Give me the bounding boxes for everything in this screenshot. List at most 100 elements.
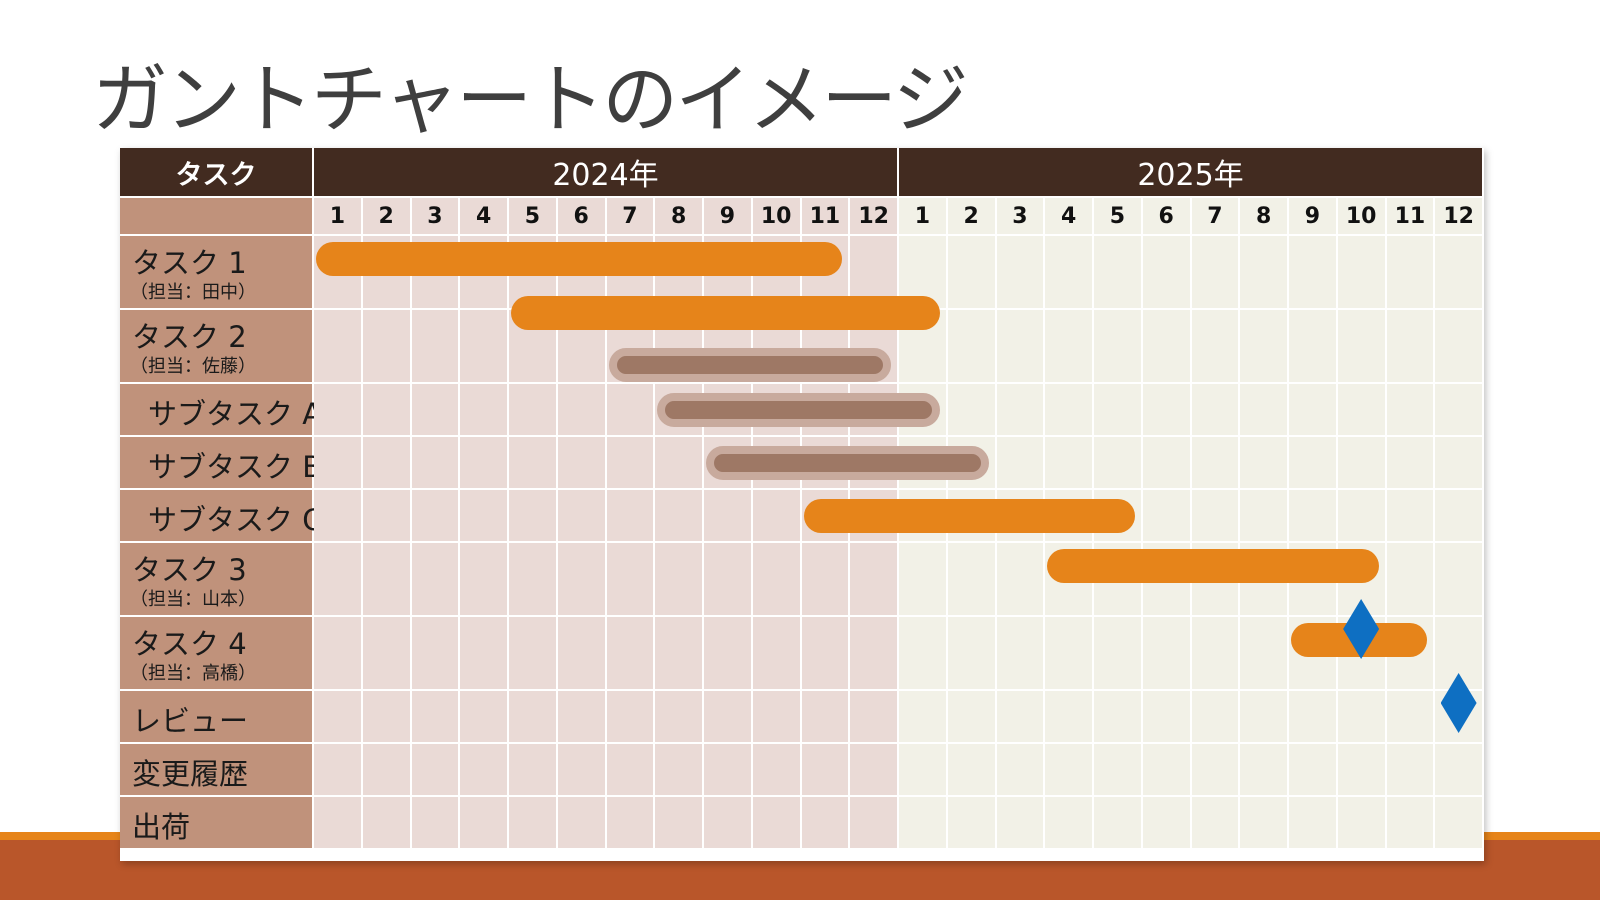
grid-cell — [996, 691, 1044, 742]
grid-cell — [1386, 797, 1434, 848]
grid-cell — [1240, 490, 1287, 541]
task-name: 出荷 — [132, 809, 191, 844]
grid-cell — [557, 543, 605, 615]
grid-cell — [947, 384, 995, 435]
task-row-label: タスク 4 （担当：高橋） — [120, 617, 312, 689]
month-header: 7 — [606, 198, 654, 234]
grid-cell — [1191, 384, 1239, 435]
grid-cell — [1337, 384, 1385, 435]
grid-cell — [509, 490, 556, 541]
grid-cell — [1142, 617, 1190, 689]
gantt-bar-3 — [608, 348, 891, 382]
grid-cell — [314, 490, 361, 541]
grid-cell — [1240, 744, 1287, 795]
grid-cell — [460, 744, 507, 795]
grid-cell — [655, 543, 702, 615]
grid-cell — [1386, 490, 1434, 541]
grid-cell — [1337, 744, 1385, 795]
grid-cell — [850, 617, 897, 689]
grid-cell — [850, 543, 897, 615]
grid-cell — [411, 490, 459, 541]
grid-cell — [899, 744, 946, 795]
grid-cell — [606, 490, 654, 541]
grid-cell — [1289, 490, 1336, 541]
grid-cell — [1191, 490, 1239, 541]
grid-cell — [1435, 490, 1482, 541]
grid-cell — [557, 490, 605, 541]
grid-cell — [362, 744, 410, 795]
task-row-label: 出荷 — [120, 797, 312, 848]
grid-cell — [655, 691, 702, 742]
grid-cell — [899, 543, 946, 615]
grid-cell — [1045, 691, 1092, 742]
grid-cell — [509, 691, 556, 742]
grid-cell — [655, 744, 702, 795]
gantt-bar-2 — [511, 296, 940, 330]
grid-cell — [1289, 310, 1336, 382]
grid-cell — [1191, 744, 1239, 795]
grid-cell — [1386, 310, 1434, 382]
task-row-label: 変更履歴 — [120, 744, 312, 795]
month-header: 11 — [1386, 198, 1434, 234]
grid-cell — [947, 543, 995, 615]
grid-cell — [314, 543, 361, 615]
grid-cell — [947, 744, 995, 795]
task-row-label: タスク 2 （担当：佐藤） — [120, 310, 312, 382]
grid-cell — [752, 617, 800, 689]
grid-cell — [1142, 437, 1190, 488]
grid-cell — [704, 617, 751, 689]
grid-cell — [606, 691, 654, 742]
grid-cell — [1435, 384, 1482, 435]
grid-cell — [704, 490, 751, 541]
grid-cell — [996, 797, 1044, 848]
grid-cell — [850, 797, 897, 848]
task-row-label: サブタスク A — [120, 384, 322, 435]
grid-cell — [509, 543, 556, 615]
month-header: 5 — [1094, 198, 1141, 234]
grid-cell — [801, 543, 849, 615]
month-header: 12 — [850, 198, 897, 234]
grid-cell — [460, 437, 507, 488]
grid-cell — [1435, 543, 1482, 615]
month-header: 9 — [704, 198, 751, 234]
grid-cell — [947, 797, 995, 848]
grid-cell — [1142, 490, 1190, 541]
grid-cell — [1337, 797, 1385, 848]
month-header: 11 — [801, 198, 849, 234]
month-header: 8 — [655, 198, 702, 234]
gantt-bar-6 — [803, 498, 1135, 533]
month-header: 9 — [1289, 198, 1336, 234]
month-header: 3 — [411, 198, 459, 234]
task-name: タスク 4 — [132, 627, 247, 661]
month-header: 1 — [314, 198, 361, 234]
grid-cell — [1337, 691, 1385, 742]
grid-cell — [1386, 744, 1434, 795]
grid-cell — [1045, 310, 1092, 382]
grid-cell — [460, 490, 507, 541]
grid-cell — [1142, 236, 1190, 308]
grid-cell — [411, 797, 459, 848]
grid-cell — [1337, 236, 1385, 308]
task-name: サブタスク C — [148, 502, 323, 537]
grid-cell — [1240, 236, 1287, 308]
grid-cell — [899, 617, 946, 689]
grid-cell — [1386, 691, 1434, 742]
grid-cell — [606, 744, 654, 795]
gantt-bar-1 — [316, 242, 843, 276]
grid-cell — [801, 744, 849, 795]
month-header: 6 — [557, 198, 605, 234]
year-header-2: 2025年 — [899, 148, 1482, 196]
grid-cell — [1094, 744, 1141, 795]
grid-cell — [1191, 310, 1239, 382]
month-header: 4 — [1045, 198, 1092, 234]
task-name: タスク 1 — [132, 246, 247, 280]
grid-cell — [655, 617, 702, 689]
month-header: 7 — [1191, 198, 1239, 234]
task-column-subheader — [120, 198, 312, 234]
gantt-bar-4 — [657, 392, 940, 427]
grid-cell — [362, 437, 410, 488]
grid-cell — [606, 797, 654, 848]
grid-cell — [850, 691, 897, 742]
grid-cell — [1094, 691, 1141, 742]
grid-cell — [1337, 310, 1385, 382]
